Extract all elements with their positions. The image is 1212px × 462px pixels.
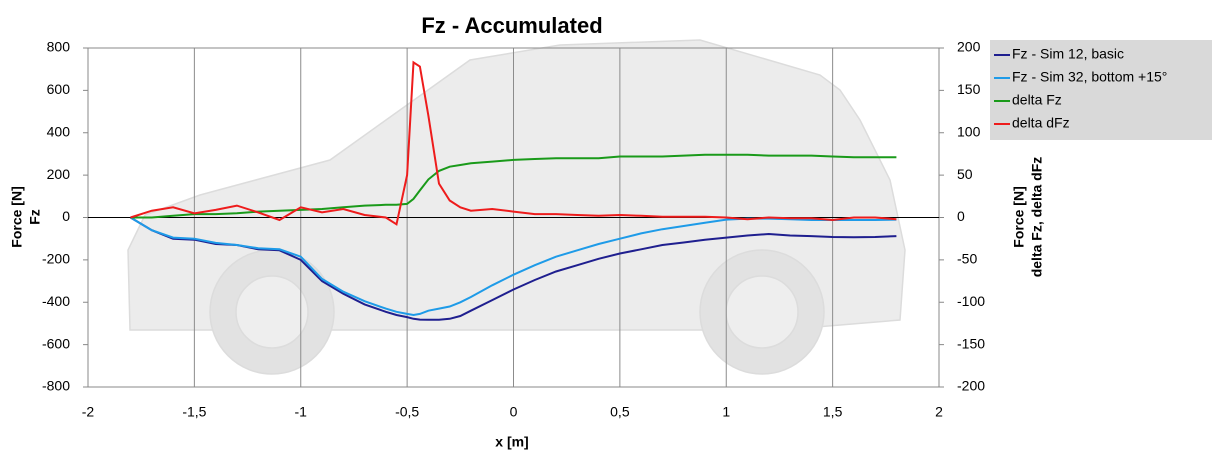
y2-tick-label: 50	[957, 166, 973, 182]
y-tick-label: 0	[62, 208, 70, 224]
y-tick-label: -400	[42, 293, 70, 309]
y2-tick-label: -200	[957, 378, 985, 394]
y-axis-title: Fz	[27, 209, 43, 225]
y-tick-label: 200	[47, 166, 71, 182]
legend-box	[990, 40, 1212, 140]
y-tick-label: 800	[47, 39, 71, 55]
legend-label: delta dFz	[1012, 115, 1070, 131]
y-tick-label: -800	[42, 378, 70, 394]
x-tick-label: 0,5	[610, 404, 630, 420]
y2-tick-label: 200	[957, 39, 981, 55]
car-background	[127, 39, 906, 375]
y-tick-label: 400	[47, 123, 71, 139]
series-line	[130, 153, 897, 219]
chart-title: Fz - Accumulated	[421, 13, 602, 38]
legend-label: delta Fz	[1012, 92, 1062, 108]
legend-label: Fz - Sim 12, basic	[1012, 46, 1124, 62]
x-tick-label: -2	[82, 404, 95, 420]
y2-axis-title: delta Fz, delta dFz	[1029, 157, 1045, 278]
y2-tick-label: 100	[957, 123, 981, 139]
y2-tick-label: 0	[957, 208, 965, 224]
y2-axis-title: Force [N]	[1011, 186, 1027, 247]
y2-tick-label: -50	[957, 251, 977, 267]
y2-tick-label: 150	[957, 81, 981, 97]
x-tick-label: 2	[935, 404, 943, 420]
series-line	[129, 216, 897, 321]
y2-tick-label: -150	[957, 335, 985, 351]
y-axis-title: Force [N]	[9, 186, 25, 247]
y-tick-label: 600	[47, 81, 71, 97]
x-tick-label: 1,5	[823, 404, 843, 420]
y-tick-label: -600	[42, 335, 70, 351]
x-tick-label: 1	[722, 404, 730, 420]
x-tick-label: -0,5	[395, 404, 419, 420]
x-tick-label: 0	[510, 404, 518, 420]
x-axis-title: x [m]	[495, 434, 528, 450]
y2-tick-label: -100	[957, 293, 985, 309]
y-tick-label: -200	[42, 251, 70, 267]
x-tick-label: -1	[295, 404, 308, 420]
x-tick-label: -1,5	[182, 404, 206, 420]
series-line	[130, 60, 897, 226]
legend-label: Fz - Sim 32, bottom +15°	[1012, 69, 1167, 85]
